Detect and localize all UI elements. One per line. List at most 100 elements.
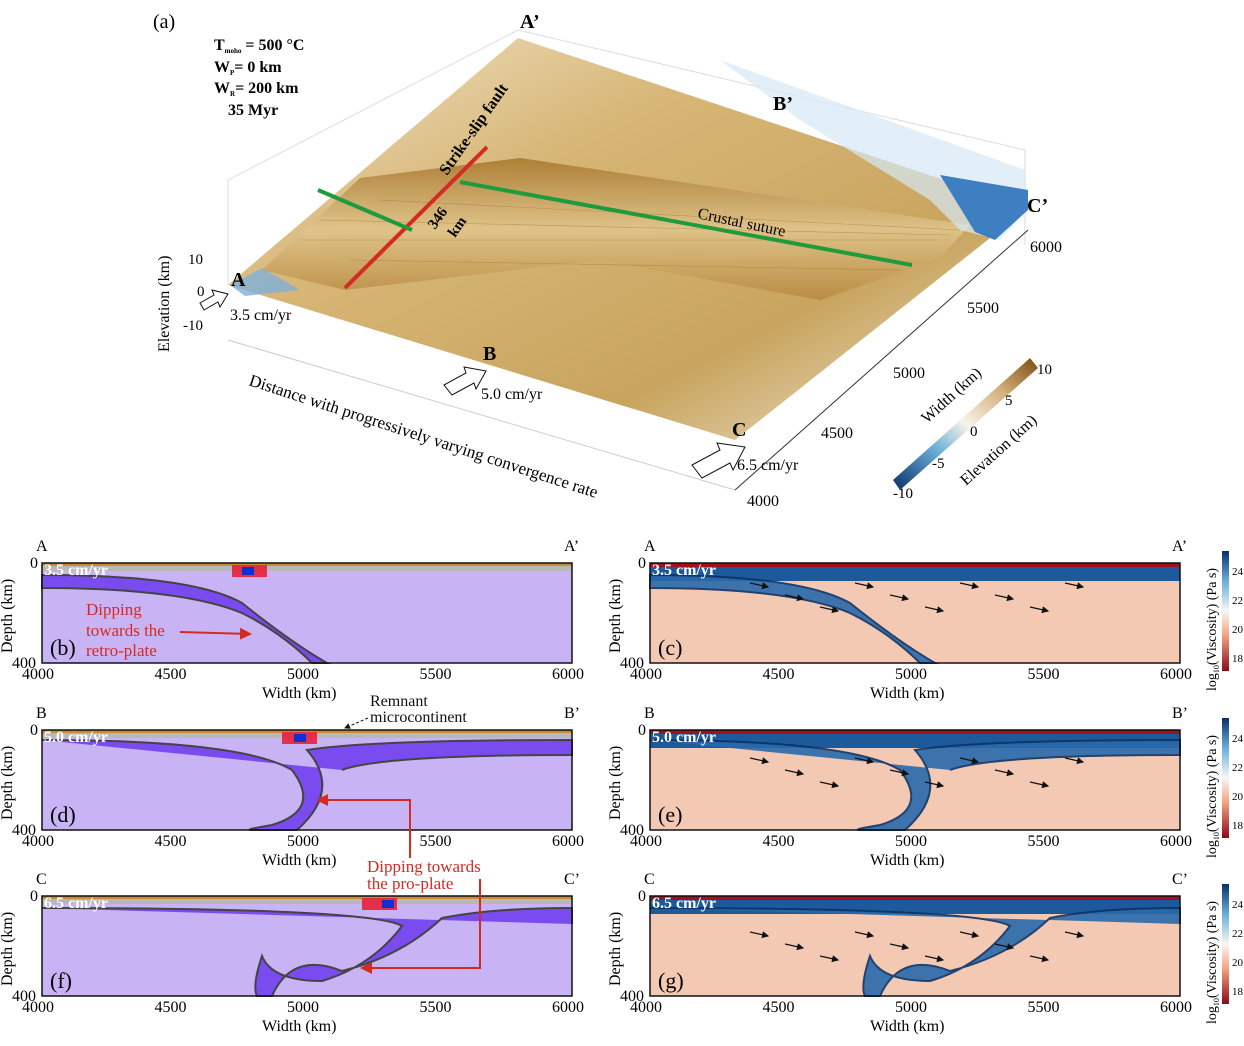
velocity-vector xyxy=(819,955,840,963)
convergence-rate-label: 5.0 cm/yr xyxy=(652,729,716,746)
corner-b-prime: B’ xyxy=(773,93,793,115)
velocity-vector xyxy=(1064,582,1085,590)
sediment xyxy=(42,563,572,566)
velocity-vector xyxy=(749,757,770,765)
lowland-b xyxy=(720,60,1028,240)
annotation-line: the pro-plate xyxy=(367,874,453,893)
section-start-label: A xyxy=(36,538,48,555)
velocity-vector xyxy=(749,582,770,590)
deep-basin-c xyxy=(940,175,1028,240)
velocity-vector xyxy=(959,931,980,939)
velocity-vector xyxy=(819,606,840,614)
depth-tick: 0 xyxy=(638,888,646,905)
width-tick: 5500 xyxy=(420,833,452,850)
depth-tick: 400 xyxy=(620,988,644,1005)
width-tick: 6000 xyxy=(552,833,584,850)
width-tick: 4500 xyxy=(763,833,795,850)
panel-label: (g) xyxy=(658,968,684,993)
panel-a-3d-topography: (a) Tmoho = 500 °C WP= 0 km WR= 200 km 3… xyxy=(153,11,1062,510)
air-layer xyxy=(650,730,1180,734)
width-tick: 4000 xyxy=(22,666,54,683)
velocity-vector xyxy=(749,931,770,939)
cb-tick: 5 xyxy=(1005,393,1013,409)
depth-tick: 400 xyxy=(12,988,36,1005)
viscosity-colorbar-ramp xyxy=(1222,884,1229,1004)
width-tick: 5000 xyxy=(895,999,927,1016)
velocity-vector xyxy=(959,757,980,765)
viscosity-panel-c: 24 22 20 18 log10(Viscosity) (Pa s) C C’ 6.5 cm… xyxy=(607,871,1244,1035)
elevation-axis-label: Elevation (km) xyxy=(156,256,173,352)
width-tick: 5000 xyxy=(287,833,319,850)
width-tick: 5500 xyxy=(1028,999,1060,1016)
section-end-label: A’ xyxy=(564,538,579,555)
annotation-pro-plate: Dipping towards the pro-plate xyxy=(316,794,481,974)
width-tick: 6000 xyxy=(1160,999,1192,1016)
composition-panel-a: A A’ 3.5 cm/yr 0 400 (b) Depth (km) 4000 4500 500… xyxy=(0,538,584,702)
convergence-rate-label: 5.0 cm/yr xyxy=(44,729,108,746)
width-tick: 5500 xyxy=(420,666,452,683)
depth-axis-label: Depth (km) xyxy=(0,912,16,986)
width-axis-label: Width (km) xyxy=(262,685,336,702)
section-end-label: B’ xyxy=(1172,705,1188,722)
rate-c: 6.5 cm/yr xyxy=(737,457,799,474)
depth-tick: 0 xyxy=(638,555,646,572)
depth-tick: 400 xyxy=(12,655,36,672)
corner-c-prime: C’ xyxy=(1027,195,1048,217)
cb-tick: -5 xyxy=(932,456,945,472)
velocity-vector xyxy=(994,594,1015,602)
width-tick: 4500 xyxy=(763,666,795,683)
velocity-vector xyxy=(1029,606,1050,614)
velocity-vector xyxy=(1029,955,1050,963)
param-retro-width: WR= 200 km xyxy=(214,80,299,98)
section-start-label: C xyxy=(36,871,47,888)
width-tick: 5000 xyxy=(893,365,925,382)
width-tick: 4500 xyxy=(763,999,795,1016)
section-start-label: A xyxy=(644,538,656,555)
depth-axis-label: Depth (km) xyxy=(0,579,16,653)
velocity-vector xyxy=(854,757,875,765)
depth-axis-label: Depth (km) xyxy=(607,579,624,653)
convergence-rate-label: 6.5 cm/yr xyxy=(652,895,716,912)
convergence-rate-label: 3.5 cm/yr xyxy=(44,562,108,579)
velocity-vector xyxy=(784,943,805,951)
width-axis-label: Width (km) xyxy=(870,1018,944,1035)
viscosity-colorbar-label: log10(Viscosity) (Pa s) xyxy=(1205,568,1221,691)
elevation-colorbar xyxy=(893,358,1038,490)
composition-panel-b: B B’ 5.0 cm/yr 0 400 (d) Depth (km) 4000 4500 500… xyxy=(0,705,584,869)
velocity-vector xyxy=(889,594,910,602)
elev-tick: 10 xyxy=(188,252,203,268)
width-tick: 4000 xyxy=(630,666,662,683)
viscosity-panel-a: 24 22 20 18 log10(Viscosity) (Pa s) A A’ 3.5 cm… xyxy=(607,538,1244,702)
continental-block xyxy=(294,734,306,742)
velocity-arrow-a-icon xyxy=(199,289,229,311)
velocity-vector xyxy=(924,606,945,614)
width-tick: 6000 xyxy=(1030,239,1062,256)
cb-tick: -10 xyxy=(893,486,913,502)
velocity-vector xyxy=(994,943,1015,951)
lithosphere-slab xyxy=(41,906,573,997)
width-tick: 4000 xyxy=(22,999,54,1016)
panel-label: (d) xyxy=(50,802,76,827)
velocity-vector xyxy=(854,582,875,590)
velocity-vector xyxy=(959,582,980,590)
velocity-vector xyxy=(1064,931,1085,939)
width-tick: 4000 xyxy=(630,999,662,1016)
annotation-line: towards the xyxy=(86,621,165,640)
continental-block xyxy=(382,900,394,908)
velocity-arrow-c-icon xyxy=(691,442,746,479)
annotation-line: retro-plate xyxy=(86,641,157,660)
depth-tick: 0 xyxy=(30,888,38,905)
viscosity-tick: 20 xyxy=(1232,791,1244,803)
panel-label: (b) xyxy=(50,635,76,660)
panel-frame xyxy=(41,562,573,664)
width-tick: 4500 xyxy=(155,999,187,1016)
corner-c: C xyxy=(732,419,746,441)
air-layer xyxy=(650,896,1180,900)
width-tick: 4500 xyxy=(155,833,187,850)
section-end-label: B’ xyxy=(564,705,580,722)
width-tick: 5500 xyxy=(967,300,999,317)
viscosity-tick: 24 xyxy=(1232,899,1244,911)
section-end-label: C’ xyxy=(564,871,580,888)
